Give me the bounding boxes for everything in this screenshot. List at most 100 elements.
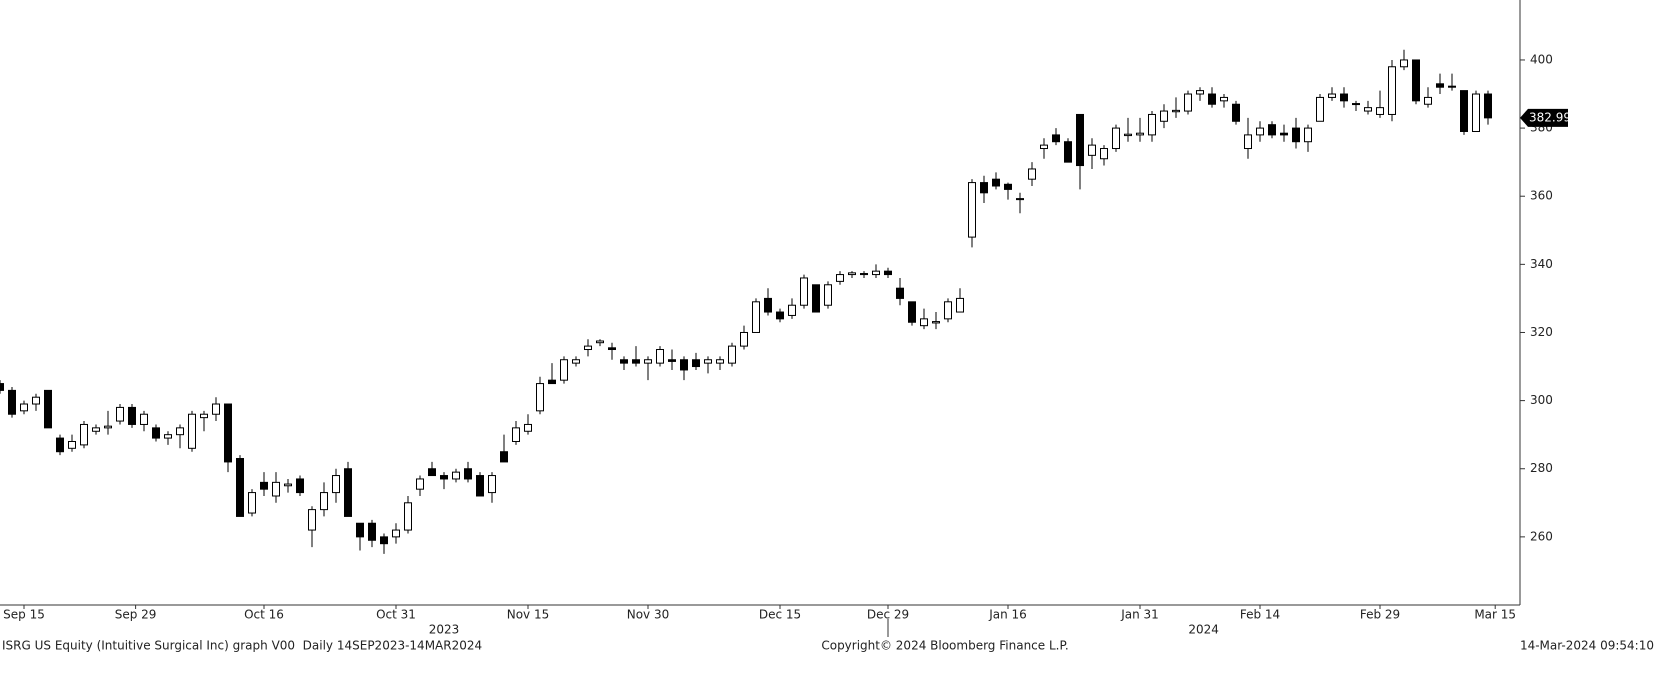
candle-body [1292, 127, 1300, 143]
y-tick-label: 340 [1530, 257, 1553, 271]
candle-body [1244, 134, 1252, 150]
candle-body [764, 297, 772, 313]
candle-body [32, 396, 40, 405]
x-tick-label: Feb 14 [1240, 608, 1280, 622]
candle-body [884, 270, 892, 276]
candle-body [1436, 83, 1444, 88]
candle-body [152, 427, 160, 439]
y-tick-label: 300 [1530, 393, 1553, 407]
candle-body [632, 359, 640, 364]
candle-body [44, 389, 52, 429]
candle-body [704, 359, 712, 364]
candle-body [956, 297, 964, 313]
candle-body [92, 427, 100, 432]
candle-body [752, 301, 760, 333]
y-tick-label: 320 [1530, 325, 1553, 339]
candle-body [848, 272, 856, 276]
candle-body [308, 509, 316, 531]
candle-body [356, 522, 364, 538]
candle-body [56, 437, 64, 453]
candle-body [1412, 59, 1420, 102]
candle-body [512, 427, 520, 442]
candle-body [776, 311, 784, 320]
candle-body [620, 359, 628, 364]
candle-body [968, 182, 976, 238]
candle-body [1136, 132, 1144, 136]
y-tick-label: 280 [1530, 461, 1553, 475]
candle-body [740, 331, 748, 347]
candle-body [0, 383, 4, 391]
candle-body [980, 182, 988, 194]
candle-body [608, 347, 616, 351]
candle-body [176, 427, 184, 436]
candle-body [80, 423, 88, 446]
candle-body [920, 318, 928, 327]
candle-body [140, 413, 148, 425]
candle-body [692, 359, 700, 368]
candle-body [104, 425, 112, 429]
candle-body [908, 301, 916, 323]
candle-body [272, 481, 280, 497]
candle-body [1424, 96, 1432, 105]
candle-body [1448, 85, 1456, 88]
candle-body [476, 475, 484, 497]
candle-body [236, 458, 244, 517]
x-tick-label: Nov 30 [627, 608, 670, 622]
candle-body [200, 413, 208, 419]
candle-body [1076, 113, 1084, 167]
footer-center: Copyright© 2024 Bloomberg Finance L.P. [821, 639, 1068, 653]
candle-body [380, 536, 388, 545]
candle-body [788, 304, 796, 316]
candle-body [404, 502, 412, 531]
year-label: 2024 [1188, 623, 1219, 637]
candle-body [332, 475, 340, 494]
candle-body [248, 492, 256, 514]
candle-body [392, 529, 400, 538]
x-tick-label: Jan 31 [1120, 608, 1159, 622]
candle-body [1220, 96, 1228, 102]
candle-body [824, 284, 832, 306]
candle-body [1184, 93, 1192, 112]
candle-body [1352, 103, 1360, 106]
candle-body [488, 475, 496, 494]
candle-body [212, 403, 220, 415]
candle-body [1472, 93, 1480, 132]
candle-body [416, 478, 424, 490]
footer-right: 14-Mar-2024 09:54:10 [1520, 639, 1654, 653]
candle-body [656, 349, 664, 364]
candle-body [1484, 93, 1492, 119]
candle-body [1460, 90, 1468, 132]
x-tick-label: Nov 15 [507, 608, 550, 622]
x-tick-label: Dec 15 [759, 608, 801, 622]
candle-body [536, 383, 544, 412]
candle-body [164, 434, 172, 439]
candle-body [680, 359, 688, 371]
x-tick-label: Mar 15 [1474, 608, 1516, 622]
y-tick-label: 400 [1530, 52, 1553, 66]
candle-body [1112, 127, 1120, 150]
candle-body [1160, 110, 1168, 122]
candle-body [860, 273, 868, 276]
candle-body [1364, 107, 1372, 112]
candle-body [644, 359, 652, 364]
candle-body [440, 475, 448, 480]
x-tick-label: Oct 16 [244, 608, 284, 622]
candle-body [1256, 127, 1264, 136]
candle-body [1280, 132, 1288, 136]
candle-body [1388, 66, 1396, 115]
candle-body [1040, 144, 1048, 150]
candle-body [1328, 93, 1336, 98]
candle-body [1124, 133, 1132, 137]
y-tick-label: 360 [1530, 189, 1553, 203]
x-tick-label: Oct 31 [376, 608, 416, 622]
candle-body [1004, 183, 1012, 190]
year-label: 2023 [429, 623, 460, 637]
x-tick-label: Feb 29 [1360, 608, 1400, 622]
footer-left: ISRG US Equity (Intuitive Surgical Inc) … [2, 639, 482, 653]
candle-body [320, 492, 328, 511]
candle-body [224, 403, 232, 463]
last-price-tag [1520, 108, 1568, 127]
candle-body [1268, 124, 1276, 136]
candle-body [68, 440, 76, 449]
y-tick-label: 260 [1530, 529, 1553, 543]
